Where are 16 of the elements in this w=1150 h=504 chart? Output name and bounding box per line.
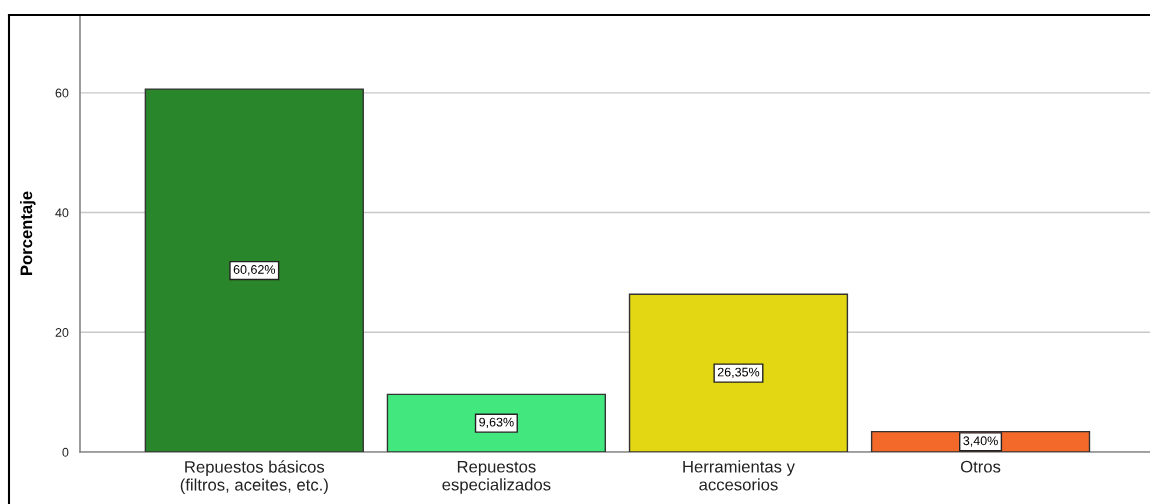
x-tick-label: Repuestos especializados [442,460,551,494]
y-axis-title: Porcentaje [20,191,36,275]
data-label: 3,40% [963,436,998,447]
bar [386,393,607,452]
y-tick-label: 40 [55,208,69,218]
data-label: 9,63% [479,417,514,429]
data-label: 60,62% [233,265,276,276]
y-tick-label: 0 [62,447,69,457]
bar [628,293,849,452]
x-tick-label: Otros [960,460,1001,473]
bar [144,88,364,452]
y-tick-label: 20 [55,328,69,337]
data-label: 26,35% [717,367,760,378]
y-tick-label: 60 [55,88,69,98]
x-tick-label: Repuestos básicos (filtros, aceites, etc.) [180,460,328,495]
x-tick-label: Herramientas y accesorios [683,460,795,491]
